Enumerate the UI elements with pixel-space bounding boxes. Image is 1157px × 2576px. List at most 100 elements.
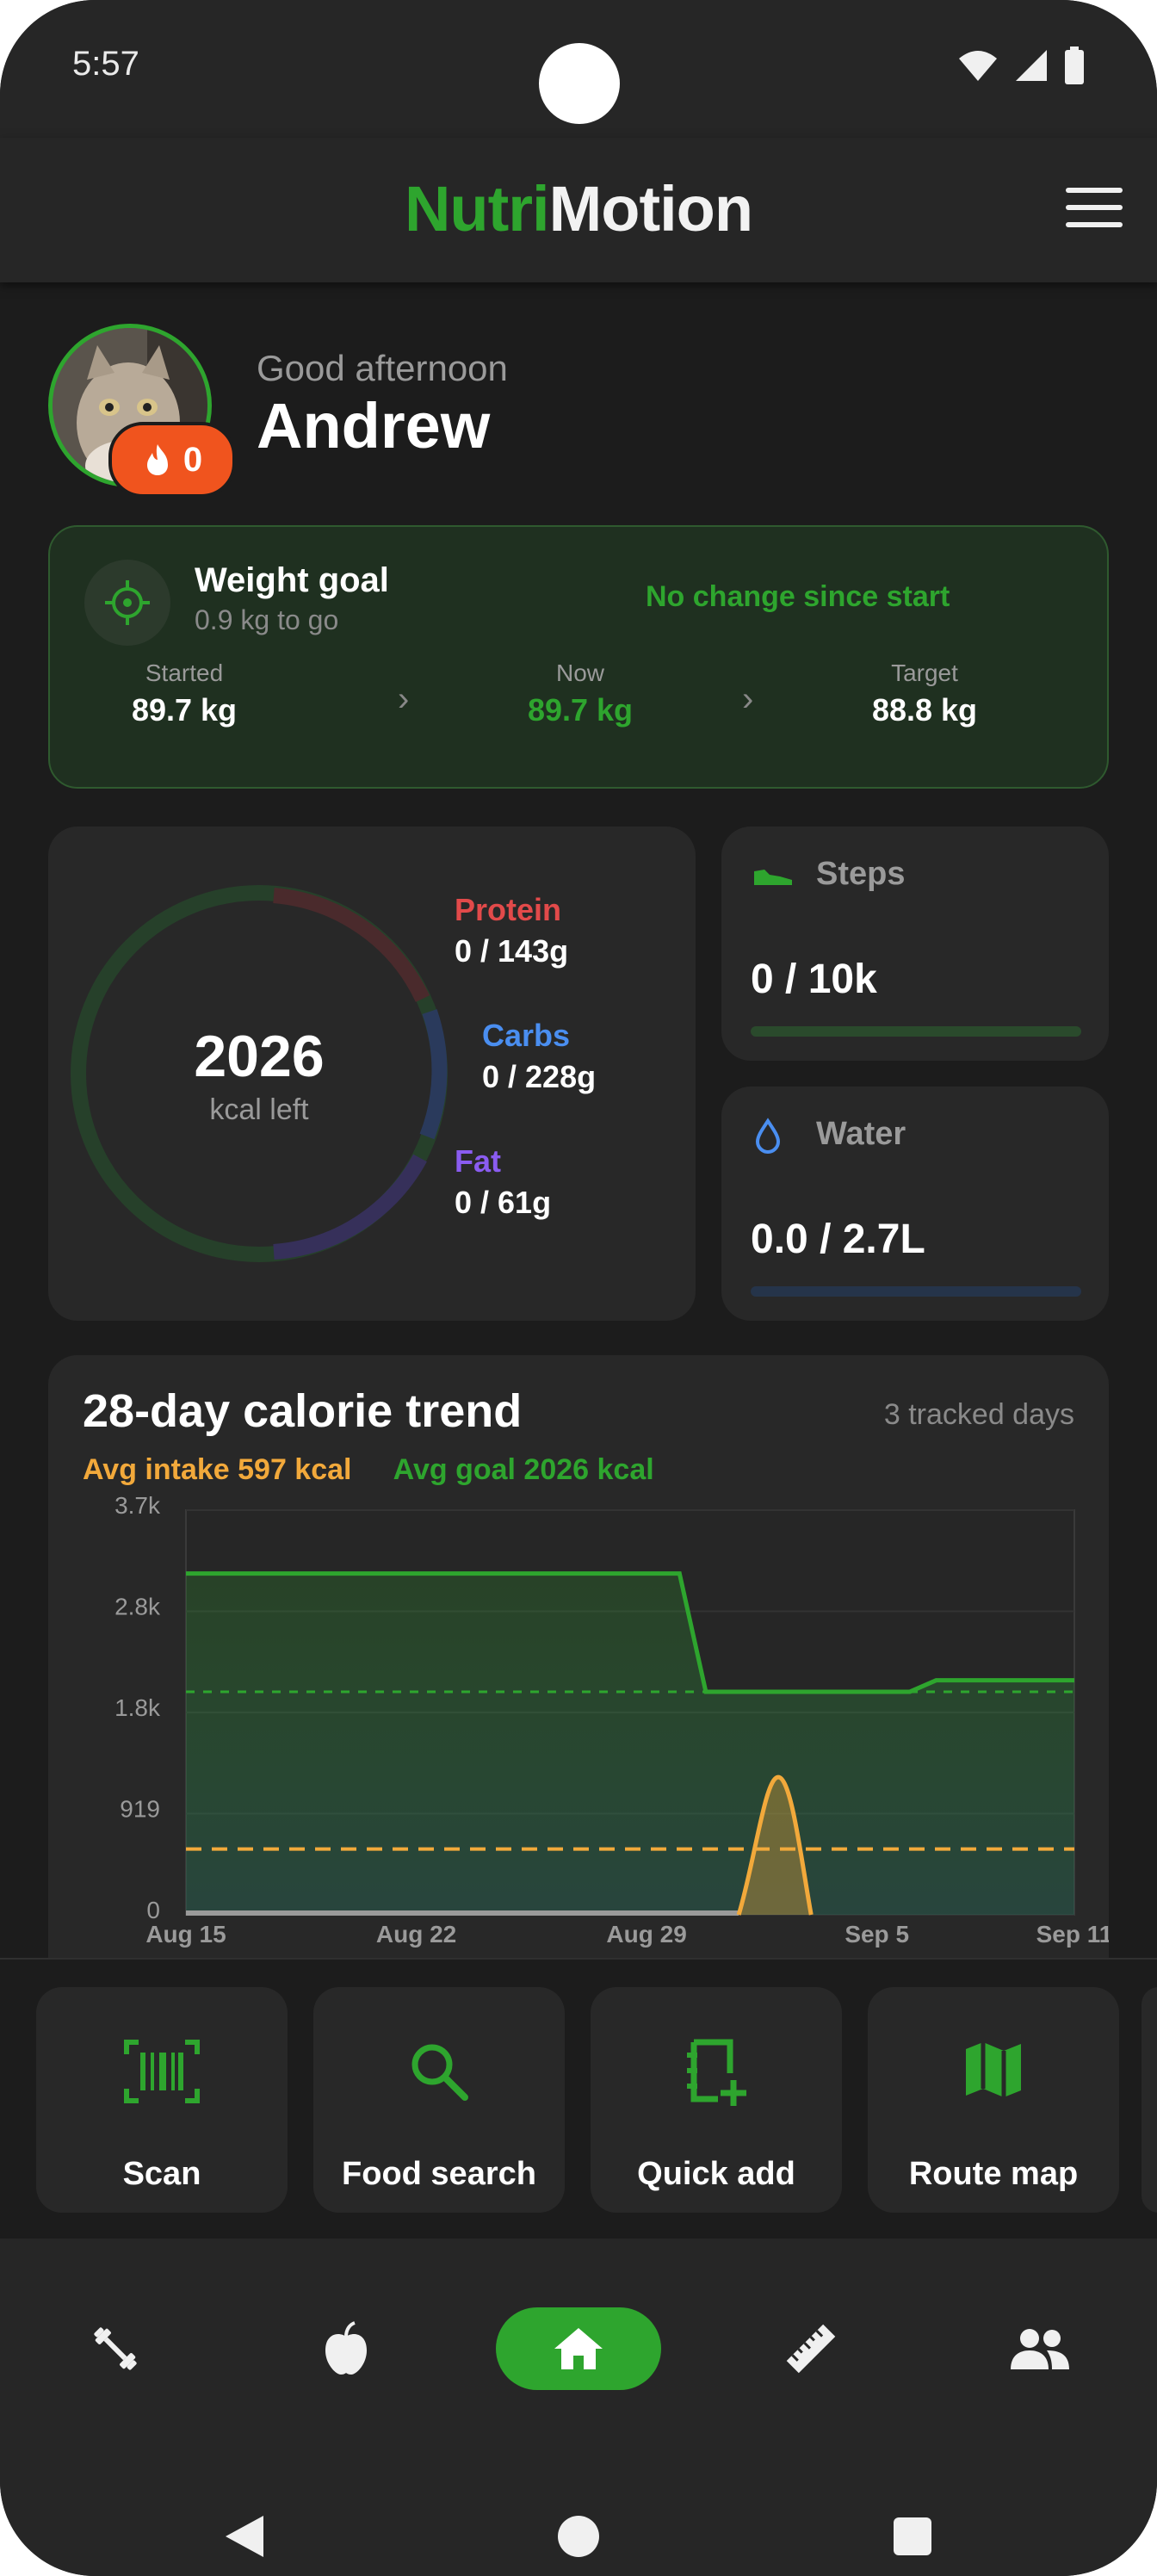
y-tick-label: 0: [146, 1897, 160, 1923]
bottom-navigation: [0, 2239, 1157, 2576]
goal-now-value: 89.7 kg: [527, 692, 634, 728]
nav-home[interactable]: [496, 2307, 661, 2390]
nav-community[interactable]: [957, 2307, 1123, 2390]
scan-button[interactable]: Scan: [36, 1987, 288, 2213]
quick-actions-bar: Scan Food search Quick add Route map: [0, 1958, 1157, 2240]
trend-tracked-days: 3 tracked days: [883, 1398, 1074, 1431]
water-drop-icon: [755, 1118, 781, 1155]
streak-badge: 0: [108, 422, 236, 498]
route-map-label: Route map: [908, 2156, 1079, 2192]
goal-started-value: 89.7 kg: [131, 692, 238, 728]
intake-line: [736, 1774, 814, 1916]
ruler-icon: [786, 2324, 836, 2374]
app-title-part2: Motion: [548, 173, 753, 245]
crosshair-icon: [105, 580, 150, 625]
macro-carbs-value: 0 / 228g: [482, 1059, 597, 1094]
greeting-subtitle: Good afternoon: [257, 348, 508, 388]
status-bar: 5:57: [0, 0, 1157, 138]
trend-legend: Avg intake 597 kcal Avg goal 2026 kcal: [83, 1453, 654, 1487]
legend-avg-intake: Avg intake 597 kcal: [83, 1453, 352, 1486]
goal-target-value: 88.8 kg: [871, 692, 978, 728]
x-tick-label: Aug 22: [376, 1921, 456, 1947]
dumbbell-icon: [94, 2327, 137, 2370]
macro-protein-name: Protein: [455, 892, 562, 927]
kcal-left-value: 2026: [194, 1024, 325, 1089]
y-tick-label: 1.8k: [114, 1694, 161, 1721]
shoe-icon: [754, 870, 792, 885]
x-tick-label: Sep 5: [845, 1921, 909, 1947]
app-bar: NutriMotion: [0, 138, 1157, 282]
weight-goal-card[interactable]: Weight goal 0.9 kg to go No change since…: [48, 525, 1109, 789]
signal-icon: [1016, 50, 1047, 81]
goal-started-label: Started: [145, 659, 224, 686]
route-map-button[interactable]: Route map: [868, 1987, 1119, 2213]
legend-avg-goal: Avg goal 2026 kcal: [393, 1453, 654, 1486]
goal-target-label: Target: [891, 659, 958, 686]
macro-fat-name: Fat: [455, 1143, 501, 1179]
apple-icon: [325, 2321, 367, 2375]
macro-carbs-name: Carbs: [482, 1018, 571, 1053]
search-icon: [411, 2044, 468, 2101]
goal-now-label: Now: [555, 659, 604, 686]
goal-title: Weight goal: [195, 561, 389, 599]
nav-measurements[interactable]: [728, 2307, 894, 2390]
water-card[interactable]: Water 0.0 / 2.7L: [721, 1087, 1109, 1321]
system-back-button[interactable]: [222, 2512, 267, 2561]
steps-title: Steps: [816, 856, 906, 892]
more-action-peek[interactable]: [1142, 1987, 1157, 2213]
calorie-trend-card[interactable]: 28-day calorie trend 3 tracked days Avg …: [48, 1355, 1109, 1958]
macro-carbs: Carbs 0 / 228g: [482, 1018, 596, 1095]
x-tick-label: Aug 29: [606, 1921, 686, 1947]
user-name: Andrew: [257, 390, 491, 461]
food-search-label: Food search: [342, 2156, 536, 2192]
system-home-button[interactable]: [556, 2512, 601, 2561]
nav-food[interactable]: [263, 2307, 429, 2390]
calorie-ring: [71, 885, 448, 1262]
macro-fat-value: 0 / 61g: [455, 1185, 552, 1220]
status-time: 5:57: [72, 45, 139, 83]
system-recents-button[interactable]: [890, 2512, 935, 2561]
macro-protein: Protein 0 / 143g: [455, 892, 568, 969]
menu-icon-line: [1066, 222, 1123, 227]
status-icons: [957, 46, 1085, 84]
goal-icon-wrap: [84, 560, 170, 646]
goal-target: Target 88.8 kg: [821, 659, 1028, 728]
menu-button[interactable]: [1066, 188, 1123, 234]
goal-now: Now 89.7 kg: [477, 659, 684, 728]
app-title: NutriMotion: [0, 172, 1157, 245]
note-add-icon: [687, 2039, 746, 2106]
goal-started: Started 89.7 kg: [81, 659, 288, 728]
macro-fat: Fat 0 / 61g: [455, 1143, 551, 1221]
y-tick-label: 919: [120, 1796, 160, 1823]
goal-remaining: 0.9 kg to go: [195, 604, 339, 635]
chevron-right-icon: ›: [398, 680, 410, 718]
x-tick-label: Sep 11: [1036, 1921, 1109, 1947]
scan-label: Scan: [122, 2156, 201, 2192]
steps-progress-bar: [751, 1026, 1081, 1037]
water-value: 0.0 / 2.7L: [751, 1217, 925, 1262]
macro-protein-value: 0 / 143g: [455, 933, 569, 969]
camera-cutout: [539, 43, 620, 124]
battery-icon: [1065, 46, 1084, 84]
nav-workout[interactable]: [33, 2307, 198, 2390]
kcal-left-label: kcal left: [209, 1093, 309, 1126]
water-progress-bar: [751, 1286, 1081, 1297]
chevron-right-icon: ›: [742, 680, 754, 718]
x-tick-label: Aug 15: [145, 1921, 226, 1947]
food-search-button[interactable]: Food search: [313, 1987, 565, 2213]
streak-count: 0: [183, 440, 203, 479]
menu-icon-line: [1066, 205, 1123, 210]
goal-area: [186, 1573, 1074, 1915]
menu-icon-line: [1066, 188, 1123, 193]
trend-title: 28-day calorie trend: [83, 1385, 523, 1437]
steps-value: 0 / 10k: [751, 957, 877, 1002]
people-icon: [1011, 2329, 1069, 2369]
wifi-icon: [959, 51, 997, 81]
steps-card[interactable]: Steps 0 / 10k: [721, 827, 1109, 1061]
calorie-ring-card[interactable]: 2026 kcal left Protein 0 / 143g Carbs 0 …: [48, 827, 696, 1321]
home-icon: [554, 2328, 603, 2369]
map-icon: [966, 2042, 1021, 2097]
barcode-scan-icon: [124, 2040, 200, 2103]
quick-add-button[interactable]: Quick add: [591, 1987, 842, 2213]
